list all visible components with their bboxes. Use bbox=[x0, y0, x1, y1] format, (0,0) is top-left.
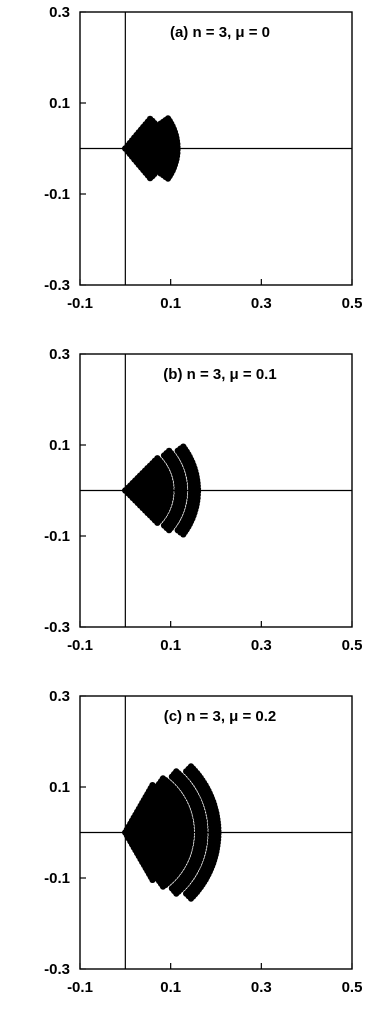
x-tick-label: -0.1 bbox=[67, 295, 93, 312]
chart-panel-a: -0.1 0.1 0.3 0.5 0.3 0.1 -0.1 -0.3 (a) n = 3, μ … bbox=[0, 0, 365, 342]
chart-title-c: (c) n = 3, μ = 0.2 bbox=[164, 708, 277, 725]
data-point bbox=[164, 115, 172, 122]
y-tick-label: -0.3 bbox=[44, 961, 70, 978]
y-tick-label: -0.1 bbox=[44, 870, 70, 887]
x-tick-label: 0.5 bbox=[342, 979, 363, 996]
y-tick-label: 0.1 bbox=[49, 95, 70, 112]
data-point bbox=[165, 447, 173, 455]
x-tick-label: -0.1 bbox=[67, 979, 93, 996]
x-tick-label: 0.3 bbox=[251, 637, 272, 654]
x-tick-label: 0.1 bbox=[160, 979, 181, 996]
y-tick-label: 0.3 bbox=[49, 688, 70, 705]
data-point bbox=[146, 115, 154, 123]
points-group-b bbox=[122, 443, 202, 538]
y-tick-label: 0.1 bbox=[49, 437, 70, 454]
x-tick-label: 0.5 bbox=[342, 295, 363, 312]
x-tick-label: 0.1 bbox=[160, 637, 181, 654]
y-tick-label: -0.3 bbox=[44, 619, 70, 636]
chart-panel-c: -0.1 0.1 0.3 0.5 0.3 0.1 -0.1 -0.3 (c) n = 3, μ … bbox=[0, 684, 365, 1026]
points-group-a bbox=[122, 115, 181, 182]
chart-panel-b: -0.1 0.1 0.3 0.5 0.3 0.1 -0.1 -0.3 (b) n = 3, μ … bbox=[0, 342, 365, 684]
data-point bbox=[154, 455, 161, 462]
y-tick-label: 0.1 bbox=[49, 779, 70, 796]
y-tick-label: -0.1 bbox=[44, 186, 70, 203]
x-tick-label: 0.3 bbox=[251, 295, 272, 312]
chart-title-a: (a) n = 3, μ = 0 bbox=[170, 24, 270, 41]
data-point bbox=[187, 763, 195, 770]
chart-title-b: (b) n = 3, μ = 0.1 bbox=[163, 366, 276, 383]
scatter-chart-b: -0.1 0.1 0.3 0.50.30.1-0.1-0.3(b) n = 3, μ … bbox=[44, 346, 363, 654]
scatter-chart-c: -0.1 0.1 0.3 0.50.30.1-0.1-0.3(c) n = 3, μ … bbox=[44, 688, 363, 996]
x-tick-label: 0.1 bbox=[160, 295, 181, 312]
x-tick-label: 0.3 bbox=[251, 979, 272, 996]
data-point bbox=[180, 443, 187, 450]
scatter-chart-a: -0.1 0.1 0.3 0.50.30.1-0.1-0.3(a) n = 3, μ … bbox=[44, 4, 363, 312]
y-tick-label: -0.1 bbox=[44, 528, 70, 545]
data-point bbox=[173, 768, 180, 775]
y-tick-label: -0.3 bbox=[44, 277, 70, 294]
data-point bbox=[159, 775, 167, 782]
x-tick-label: 0.5 bbox=[342, 637, 363, 654]
y-tick-label: 0.3 bbox=[49, 346, 70, 363]
data-point bbox=[149, 782, 156, 789]
y-tick-label: 0.3 bbox=[49, 4, 70, 21]
x-tick-label: -0.1 bbox=[67, 637, 93, 654]
